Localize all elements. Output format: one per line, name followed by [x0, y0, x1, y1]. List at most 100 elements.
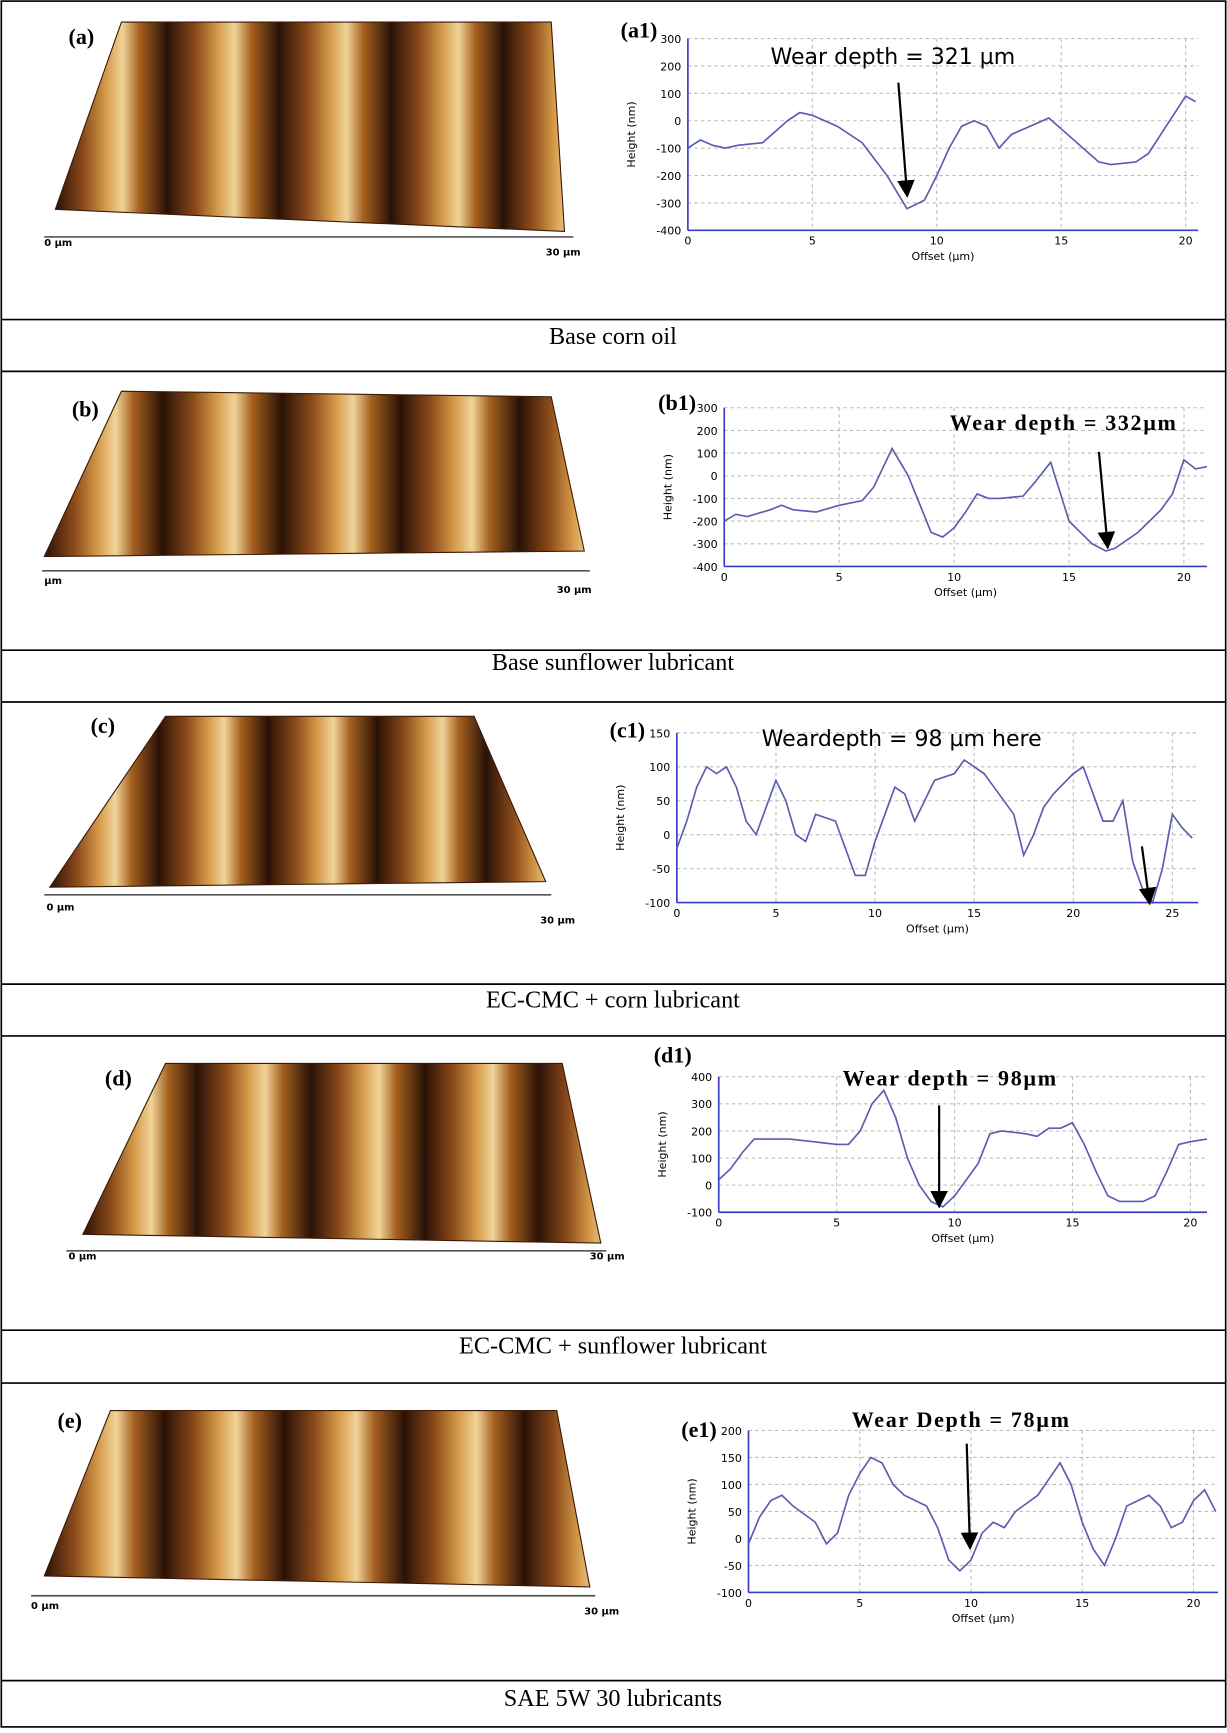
afm-image: [44, 1411, 590, 1587]
profile-line: [677, 760, 1192, 903]
x-tick-label: 0: [745, 1597, 752, 1610]
y-tick-label: 400: [691, 1071, 712, 1084]
chart-panel-label: (b1): [658, 390, 696, 415]
chart-panel-label: (d1): [654, 1042, 692, 1067]
annotation: Wear depth = 332µm: [950, 410, 1178, 435]
x-tick-label: 10: [948, 1217, 962, 1230]
x-tick-label: 5: [809, 235, 816, 248]
x-axis-title: Offset (µm): [906, 922, 969, 935]
x-tick-label: 10: [930, 235, 944, 248]
y-tick-label: 150: [649, 727, 670, 740]
y-axis-title: Height (nm): [625, 101, 638, 167]
y-tick-label: 200: [697, 425, 718, 438]
caption: EC-CMC + corn lubricant: [486, 986, 740, 1013]
y-tick-label: 0: [711, 470, 718, 483]
y-tick-label: 200: [691, 1125, 712, 1138]
x-tick-label: 20: [1179, 235, 1193, 248]
x-tick-label: 10: [947, 571, 961, 584]
x-tick-label: 5: [856, 1597, 863, 1610]
y-tick-label: -100: [645, 897, 670, 910]
annotation: Wear depth = 321 µm: [771, 45, 1016, 70]
annotation: Weardepth = 98 µm here: [762, 727, 1042, 752]
x-tick-label: 5: [836, 571, 843, 584]
profile-line: [688, 96, 1196, 209]
y-tick-label: 0: [674, 115, 681, 128]
x-tick-label: 0: [673, 907, 680, 920]
x-axis-title: Offset (µm): [912, 250, 975, 263]
y-axis-title: Height (nm): [686, 1478, 699, 1544]
caption: Base corn oil: [549, 323, 677, 350]
y-tick-label: -100: [687, 1207, 712, 1220]
y-tick-label: 100: [721, 1479, 742, 1492]
panel-label: (c): [91, 713, 115, 738]
annotation-arrow: [1099, 452, 1108, 548]
y-tick-label: 100: [691, 1152, 712, 1165]
y-tick-label: 300: [660, 33, 681, 46]
y-tick-label: 100: [649, 761, 670, 774]
afm-image: [55, 22, 564, 231]
afm-image: [44, 391, 584, 556]
image-axis-start: 0 µm: [69, 1252, 97, 1263]
x-tick-label: 15: [1075, 1597, 1089, 1610]
x-tick-label: 5: [772, 907, 779, 920]
x-tick-label: 20: [1183, 1217, 1197, 1230]
annotation-arrow: [967, 1444, 970, 1549]
y-tick-label: -300: [656, 197, 681, 210]
panel-label: (a): [69, 24, 95, 49]
y-tick-label: -300: [693, 538, 718, 551]
x-tick-label: 25: [1165, 907, 1179, 920]
afm-image: [83, 1063, 601, 1243]
profile-line: [724, 449, 1207, 551]
profile-line: [719, 1090, 1207, 1207]
caption: Base sunflower lubricant: [492, 649, 735, 676]
y-tick-label: -100: [693, 493, 718, 506]
caption: SAE 5W 30 lubricants: [504, 1685, 722, 1712]
y-tick-label: 100: [660, 88, 681, 101]
x-axis-title: Offset (µm): [931, 1232, 994, 1245]
y-tick-label: 0: [663, 829, 670, 842]
y-tick-label: -400: [693, 561, 718, 574]
annotation: Wear depth = 98µm: [843, 1066, 1058, 1091]
y-tick-label: 200: [660, 60, 681, 73]
afm-image: [50, 716, 546, 887]
caption: EC-CMC + sunflower lubricant: [459, 1332, 767, 1359]
y-axis-title: Height (nm): [661, 454, 674, 520]
x-tick-label: 10: [868, 907, 882, 920]
y-tick-label: -50: [724, 1560, 742, 1573]
y-tick-label: 300: [697, 402, 718, 415]
x-tick-label: 0: [684, 235, 691, 248]
x-tick-label: 20: [1066, 907, 1080, 920]
annotation: Wear Depth = 78µm: [852, 1407, 1071, 1432]
profile-line: [749, 1457, 1216, 1570]
y-axis-title: Height (nm): [614, 785, 627, 851]
panel-label: (b): [72, 397, 99, 422]
x-tick-label: 20: [1177, 571, 1191, 584]
chart-panel-label: (e1): [681, 1417, 716, 1442]
image-axis-end: 30 µm: [540, 916, 575, 927]
y-tick-label: -200: [693, 516, 718, 529]
x-tick-label: 20: [1186, 1597, 1200, 1610]
x-tick-label: 0: [715, 1217, 722, 1230]
y-axis-title: Height (nm): [656, 1111, 669, 1177]
x-tick-label: 5: [833, 1217, 840, 1230]
y-tick-label: 50: [728, 1506, 742, 1519]
y-tick-label: -100: [656, 143, 681, 156]
image-axis-start: µm: [44, 576, 62, 587]
x-tick-label: 10: [964, 1597, 978, 1610]
y-tick-label: 50: [656, 795, 670, 808]
image-axis-end: 30 µm: [584, 1606, 619, 1617]
image-axis-end: 30 µm: [546, 248, 581, 259]
annotation-arrow: [898, 83, 907, 197]
y-tick-label: -200: [656, 170, 681, 183]
x-tick-label: 15: [1062, 571, 1076, 584]
y-tick-label: 100: [697, 448, 718, 461]
y-tick-label: -400: [656, 225, 681, 238]
chart-panel-label: (c1): [610, 717, 645, 742]
image-axis-end: 30 µm: [590, 1252, 625, 1263]
y-tick-label: 0: [735, 1533, 742, 1546]
image-axis-end: 30 µm: [557, 585, 592, 596]
image-axis-start: 0 µm: [44, 238, 72, 249]
y-tick-label: 300: [691, 1098, 712, 1111]
x-tick-label: 15: [1066, 1217, 1080, 1230]
figure: (a) 0 µm 30 µm Base corn oil (b) µm 30 µm Base …: [0, 0, 1227, 1728]
